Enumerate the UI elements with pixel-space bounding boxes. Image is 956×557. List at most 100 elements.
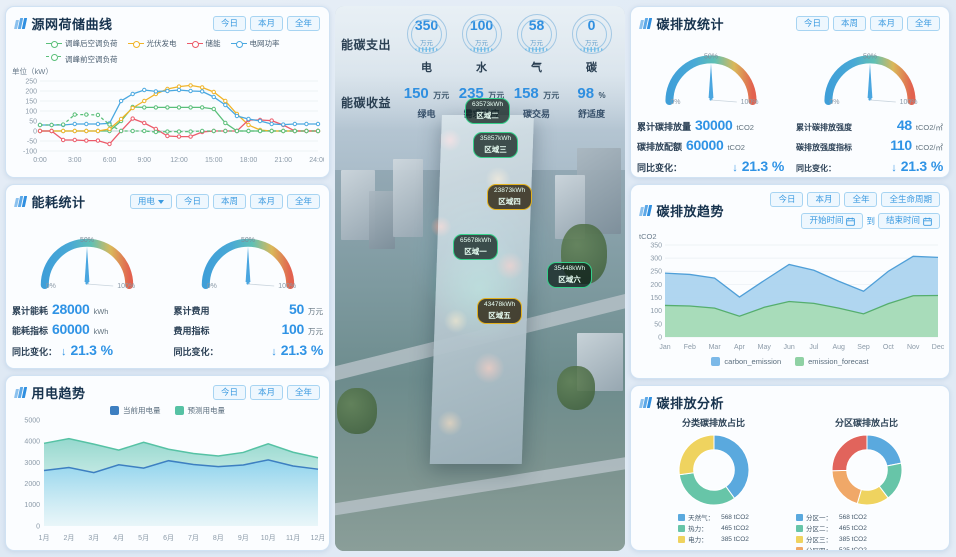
energy-type-select[interactable]: 用电	[129, 193, 172, 210]
legend-item-4[interactable]: 调峰前空调负荷	[46, 53, 118, 65]
gauge-consumption-icon: 0% 100% 50%	[40, 237, 135, 290]
range-year-button[interactable]: 全年	[906, 15, 940, 32]
carbon-trend-y-unit: tCO2	[639, 231, 657, 241]
legend-item-carbon-emission[interactable]: carbon_emission	[711, 356, 781, 366]
energy-cost-stats: 累计费用 50 万元 费用指标 100 万元 同比变化： ↓ 21.3%	[174, 299, 324, 361]
revenue-caption: 碳交易	[522, 109, 550, 119]
expense-item-electricity[interactable]: 350 万元 电	[399, 14, 454, 75]
donut-legend-item[interactable]: 天然气： 568 tCO2	[678, 512, 749, 522]
donut-category-legend: 天然气： 568 tCO2 热力： 465 tCO2 电力： 385 tCO2	[678, 512, 749, 544]
zone-tag-value: 43478kWh	[484, 301, 516, 308]
range-today-button[interactable]: 今日	[795, 15, 829, 32]
zone-tag[interactable]: 43478kWh 区域五	[477, 298, 523, 324]
power-trend-legend: 当前用电量 预测用电量	[6, 405, 329, 416]
svg-text:300: 300	[650, 255, 662, 262]
donut-legend-item[interactable]: 热力： 465 tCO2	[678, 523, 749, 533]
svg-text:Apr: Apr	[734, 344, 746, 351]
tree-cluster	[557, 365, 595, 410]
zone-tag[interactable]: 65678kWh 区域一	[453, 234, 499, 260]
range-today-button[interactable]: 今日	[175, 193, 209, 210]
range-month-button[interactable]: 本月	[249, 193, 283, 210]
donut-legend-item[interactable]: 电力： 385 tCO2	[678, 534, 749, 544]
zone-tag-value: 23873kWh	[494, 187, 526, 194]
svg-text:6:00: 6:00	[103, 157, 117, 164]
revenue-item-carbon-trading[interactable]: 158 万元 碳交易	[513, 85, 560, 119]
zone-tag[interactable]: 63573kWh 区域二	[465, 98, 511, 124]
range-year-button[interactable]: 全年	[286, 15, 320, 32]
carbon-trend-svg: 0 50 100 150 200 250 300 350 Jan Feb Mar Apr May Jun J…	[650, 242, 944, 351]
stat-row: 同比变化： ↓ 21.3%	[637, 156, 784, 177]
expense-item-water[interactable]: 100 万元 水	[454, 14, 509, 75]
svg-text:Sep: Sep	[857, 344, 870, 351]
svg-text:Jul: Jul	[809, 344, 818, 351]
range-week-button[interactable]: 本周	[212, 193, 246, 210]
start-date-input[interactable]: 开始时间	[801, 213, 864, 229]
range-lifecycle-button[interactable]: 全生命周期	[881, 192, 940, 208]
revenue-item-green-power[interactable]: 150 万元 绿电	[403, 85, 450, 119]
stat-row: 碳排放配额 60000 tCO2	[637, 137, 745, 154]
zone-tag[interactable]: 35857kWh 区域三	[473, 132, 519, 158]
end-date-input[interactable]: 结束时间	[877, 213, 940, 229]
range-month-button[interactable]: 本月	[249, 15, 283, 32]
energy-gauge-consumption: 0% 100% 50% 累计能耗 28000 kWh 能耗指标 60000 kWh 同比变化…	[6, 223, 168, 367]
legend-swatch-icon	[174, 406, 184, 415]
legend-item-emission-forecast[interactable]: emission_forecast	[795, 356, 869, 366]
card-carbon-analysis: 碳排放分析 分类碳排放占比 天然气： 568 tCO2 热力： 465 tCO2 电力：…	[630, 385, 950, 551]
donut-zone-chart[interactable]	[819, 431, 915, 509]
energy-heatmap-overlay	[405, 93, 555, 486]
legend-marker-line-icon	[46, 40, 62, 48]
range-month-button[interactable]: 本月	[869, 15, 903, 32]
zone-tag[interactable]: 23873kWh 区域四	[487, 184, 533, 210]
range-year-button[interactable]: 全年	[286, 384, 320, 401]
donut-legend-value: 385 tCO2	[839, 535, 867, 543]
carbon-stats-header: 碳排放统计 今日 本周 本月 全年	[631, 7, 949, 35]
svg-text:Jun: Jun	[783, 344, 794, 351]
range-month-button[interactable]: 本月	[807, 192, 841, 208]
donut-legend-item[interactable]: 分区一： 568 tCO2	[796, 512, 867, 522]
range-today-button[interactable]: 今日	[212, 15, 246, 32]
donut-legend-value: 525 tCO2	[839, 546, 867, 551]
donut-legend-value: 465 tCO2	[839, 524, 867, 532]
donut-legend-item[interactable]: 分区四：525 tCO2	[796, 545, 867, 551]
svg-text:50%: 50%	[241, 237, 255, 244]
expense-item-gas[interactable]: 58 万元 气	[509, 14, 564, 75]
legend-item-2[interactable]: 储能	[186, 38, 221, 49]
svg-text:250: 250	[25, 78, 37, 85]
svg-text:Nov: Nov	[907, 344, 920, 351]
legend-item-forecast[interactable]: 预测用电量	[174, 405, 225, 416]
svg-text:0:00: 0:00	[33, 157, 47, 164]
svg-text:50%: 50%	[703, 53, 717, 60]
svg-text:100%: 100%	[899, 99, 917, 106]
donut-legend-item[interactable]: 分区三： 385 tCO2	[796, 534, 867, 544]
svg-text:-50: -50	[27, 138, 37, 145]
range-week-button[interactable]: 本周	[832, 15, 866, 32]
range-year-button[interactable]: 全年	[844, 192, 878, 208]
expense-item-carbon[interactable]: 0 万元 碳	[564, 14, 619, 75]
right-column: 碳排放统计 今日 本周 本月 全年 0% 100% 50% 累计碳排放量 30000 t…	[630, 6, 950, 551]
start-date-placeholder: 开始时间	[809, 215, 844, 226]
range-month-button[interactable]: 本月	[249, 384, 283, 401]
zone-tag[interactable]: 35448kWh 区域六	[547, 262, 593, 288]
trend-down-icon: ↓	[271, 345, 277, 358]
y-axis-unit-label: 单位（kW）	[12, 67, 53, 76]
range-year-button[interactable]: 全年	[286, 193, 320, 210]
legend-item-3[interactable]: 电网功率	[230, 38, 280, 49]
svg-text:9:00: 9:00	[137, 157, 151, 164]
legend-item-0[interactable]: 调峰后空调负荷	[46, 38, 118, 49]
range-today-button[interactable]: 今日	[212, 384, 246, 401]
range-today-button[interactable]: 今日	[770, 192, 804, 208]
donut-legend-label: 天然气：	[688, 515, 715, 522]
donut-category-chart[interactable]	[666, 431, 762, 509]
source-grid-curve-legend: 调峰后空调负荷 光伏发电 储能 电网功率 调峰前空调负荷	[6, 35, 329, 65]
legend-swatch-icon	[796, 513, 803, 521]
building-heatmap-visualization[interactable]: 能碳支出 350 万元 电	[335, 6, 625, 551]
revenue-item-comfort[interactable]: 98 % 舒适度	[577, 85, 606, 119]
expense-row: 能碳支出 350 万元 电	[341, 14, 619, 75]
legend-item-1[interactable]: 光伏发电	[127, 38, 177, 49]
donut-legend-item[interactable]: 分区二： 465 tCO2	[796, 523, 867, 533]
power-trend-header: 用电趋势 今日 本月 全年	[6, 376, 329, 404]
title-bars-icon	[639, 397, 652, 408]
donut-legend-label: 分区二：	[806, 526, 832, 533]
legend-item-current[interactable]: 当前用电量	[110, 405, 161, 416]
